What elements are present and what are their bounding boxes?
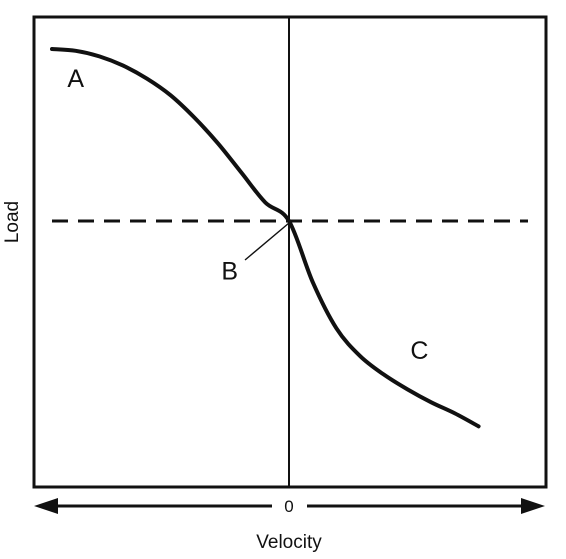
x-tick-label-zero: 0	[284, 497, 293, 516]
load-velocity-curve	[50, 46, 481, 429]
point-label-b: B	[221, 257, 238, 285]
point-label-c: C	[410, 337, 428, 365]
b-leader-line	[244, 222, 290, 261]
point-label-a: A	[67, 65, 84, 93]
velocity-right-arrow-head	[521, 498, 545, 514]
x-axis-label: Velocity	[256, 532, 322, 553]
velocity-left-arrow-head	[34, 498, 58, 514]
y-axis-label: Load	[2, 201, 23, 243]
